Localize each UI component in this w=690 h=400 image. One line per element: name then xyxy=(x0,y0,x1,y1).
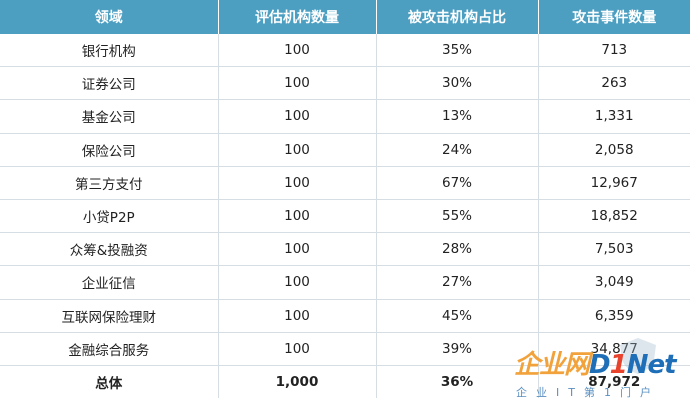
cell-attacked-ratio: 35% xyxy=(376,34,539,68)
cell-attack-events: 713 xyxy=(538,34,690,68)
table-row: 保险公司 100 24% 2,058 xyxy=(0,133,690,167)
cell-evaluated-count: 100 xyxy=(218,199,377,234)
cell-attack-events: 1,331 xyxy=(538,99,690,134)
cell-domain: 银行机构 xyxy=(0,34,219,68)
total-row: 总体 1,000 36% 87,972 xyxy=(0,365,690,399)
header-attacked-ratio: 被攻击机构占比 xyxy=(376,0,539,34)
cell-domain: 互联网保险理财 xyxy=(0,299,219,333)
cell-attacked-ratio: 27% xyxy=(376,265,539,300)
cell-evaluated-count: 100 xyxy=(218,232,377,267)
table-row: 企业征信 100 27% 3,049 xyxy=(0,265,690,300)
cell-attacked-ratio: 67% xyxy=(376,166,539,200)
cell-attack-events: 2,058 xyxy=(538,133,690,167)
cell-evaluated-count: 100 xyxy=(218,34,377,68)
table-row: 金融综合服务 100 39% 34,877 xyxy=(0,332,690,366)
table-row: 第三方支付 100 67% 12,967 xyxy=(0,166,690,200)
total-attacked-ratio: 36% xyxy=(376,365,539,399)
table-row: 小贷P2P 100 55% 18,852 xyxy=(0,199,690,234)
cell-attack-events: 3,049 xyxy=(538,265,690,300)
cell-attacked-ratio: 39% xyxy=(376,332,539,366)
cell-attack-events: 6,359 xyxy=(538,299,690,333)
table-row: 银行机构 100 35% 713 xyxy=(0,34,690,68)
cell-attacked-ratio: 28% xyxy=(376,232,539,267)
header-row: 领域 评估机构数量 被攻击机构占比 攻击事件数量 xyxy=(0,0,690,34)
cell-domain: 企业征信 xyxy=(0,265,219,300)
total-label: 总体 xyxy=(0,365,219,399)
cell-attack-events: 7,503 xyxy=(538,232,690,267)
cell-domain: 基金公司 xyxy=(0,99,219,134)
cell-domain: 第三方支付 xyxy=(0,166,219,200)
header-attack-events: 攻击事件数量 xyxy=(538,0,690,34)
cell-evaluated-count: 100 xyxy=(218,332,377,366)
cell-attacked-ratio: 55% xyxy=(376,199,539,234)
cell-evaluated-count: 100 xyxy=(218,265,377,300)
cell-domain: 证券公司 xyxy=(0,66,219,101)
cell-attacked-ratio: 30% xyxy=(376,66,539,101)
cell-evaluated-count: 100 xyxy=(218,299,377,333)
total-attack-events: 87,972 xyxy=(538,365,690,399)
cell-domain: 众筹&投融资 xyxy=(0,232,219,267)
cell-attack-events: 12,967 xyxy=(538,166,690,200)
total-evaluated-count: 1,000 xyxy=(218,365,377,399)
cell-domain: 保险公司 xyxy=(0,133,219,167)
cell-evaluated-count: 100 xyxy=(218,99,377,134)
header-domain: 领域 xyxy=(0,0,219,34)
table-row: 基金公司 100 13% 1,331 xyxy=(0,99,690,134)
cell-attacked-ratio: 45% xyxy=(376,299,539,333)
cell-domain: 小贷P2P xyxy=(0,199,219,234)
table-row: 互联网保险理财 100 45% 6,359 xyxy=(0,299,690,333)
table-row: 证券公司 100 30% 263 xyxy=(0,66,690,101)
cell-attacked-ratio: 24% xyxy=(376,133,539,167)
cell-evaluated-count: 100 xyxy=(218,133,377,167)
cell-evaluated-count: 100 xyxy=(218,66,377,101)
cell-attack-events: 18,852 xyxy=(538,199,690,234)
cell-domain: 金融综合服务 xyxy=(0,332,219,366)
cell-attack-events: 34,877 xyxy=(538,332,690,366)
table-row: 众筹&投融资 100 28% 7,503 xyxy=(0,232,690,267)
cell-evaluated-count: 100 xyxy=(218,166,377,200)
header-evaluated-count: 评估机构数量 xyxy=(218,0,377,34)
cell-attack-events: 263 xyxy=(538,66,690,101)
cell-attacked-ratio: 13% xyxy=(376,99,539,134)
